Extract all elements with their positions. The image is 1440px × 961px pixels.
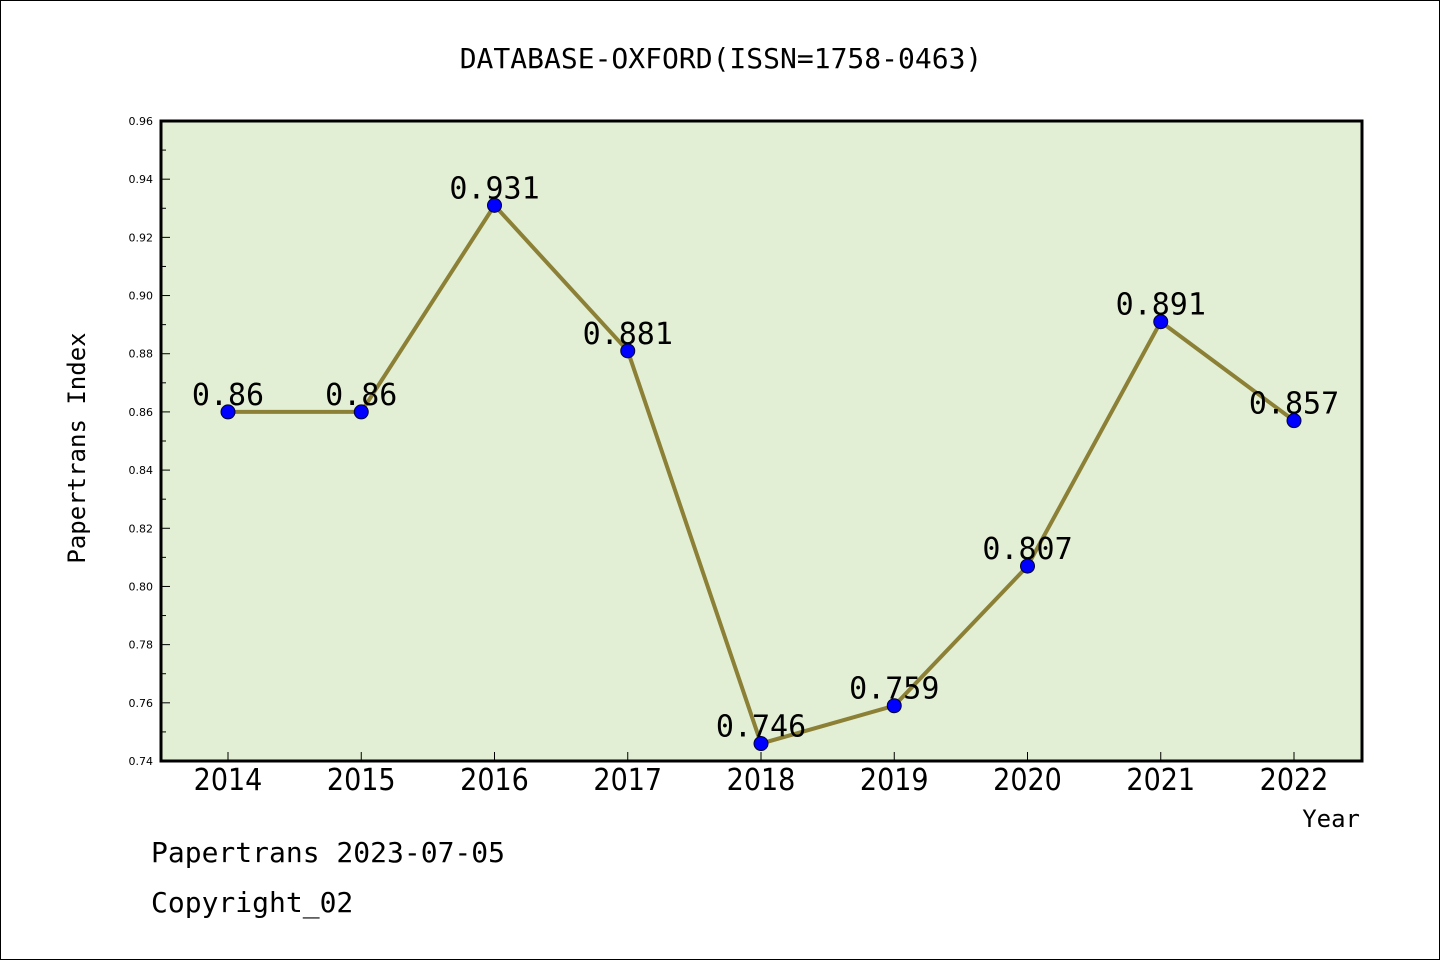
data-point (220, 404, 236, 420)
data-label: 0.891 (1116, 288, 1206, 323)
data-label: 0.759 (849, 672, 939, 707)
data-label: 0.857 (1249, 387, 1339, 422)
x-tick-label: 2015 (327, 763, 396, 798)
y-tick-label: 0.82 (129, 522, 154, 535)
x-tick-label: 2021 (1126, 763, 1195, 798)
x-tick-label: 2020 (993, 763, 1062, 798)
plot-area (161, 121, 1362, 761)
chart-title: DATABASE-OXFORD(ISSN=1758-0463) (460, 42, 983, 75)
data-point (1153, 314, 1169, 330)
data-point (1020, 558, 1035, 574)
x-tick-label: 2016 (460, 763, 529, 798)
x-tick-label: 2018 (727, 763, 796, 798)
footer-date-text: Papertrans 2023-07-05 (151, 836, 506, 869)
data-label: 0.807 (982, 532, 1072, 567)
y-tick-label: 0.96 (129, 115, 154, 128)
x-axis-label: Year (1302, 805, 1360, 833)
series-layer: 0.86 0.86 0.931 0.881 0.746 0.759 0.807 0.891 0.… (192, 171, 1339, 752)
x-tick-label: 2017 (593, 763, 662, 798)
y-tick-label: 0.90 (129, 290, 154, 303)
y-tick-label: 0.86 (129, 406, 154, 419)
x-tick-label: 2019 (860, 763, 929, 798)
x-axis-ticks: 2014 2015 2016 2017 2018 2019 2020 2021 2022 (194, 752, 1329, 798)
data-point (753, 736, 769, 752)
data-point (1286, 413, 1302, 429)
y-axis-label: Papertrans Index (63, 332, 91, 563)
data-point (620, 343, 636, 359)
y-tick-label: 0.74 (129, 755, 154, 768)
data-point (886, 698, 902, 714)
y-tick-label: 0.80 (129, 580, 154, 593)
y-axis-ticks: 0.74 0.76 0.78 0.80 0.82 0.84 0.86 0.88 0.90 0.92… (129, 115, 170, 768)
y-tick-label: 0.88 (129, 348, 154, 361)
data-label: 0.746 (716, 710, 806, 745)
data-label: 0.931 (449, 171, 539, 206)
data-label: 0.86 (325, 378, 397, 413)
x-tick-label: 2014 (194, 763, 263, 798)
data-point (353, 404, 369, 420)
data-label: 0.881 (583, 317, 673, 352)
y-tick-label: 0.92 (129, 231, 154, 244)
footer-copyright-text: Copyright_02 (151, 886, 354, 919)
y-tick-label: 0.78 (129, 639, 154, 652)
y-tick-label: 0.94 (129, 173, 154, 186)
y-tick-label: 0.84 (129, 464, 154, 477)
y-tick-label: 0.76 (129, 697, 154, 710)
plot-border (159, 119, 1364, 763)
data-point (487, 197, 502, 213)
data-label: 0.86 (192, 378, 264, 413)
x-tick-label: 2022 (1260, 763, 1329, 798)
